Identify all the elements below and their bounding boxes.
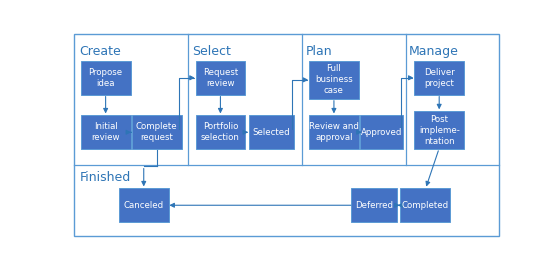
FancyBboxPatch shape bbox=[119, 188, 169, 222]
Text: Review and
approval: Review and approval bbox=[309, 122, 359, 142]
Text: Propose
idea: Propose idea bbox=[88, 68, 122, 88]
FancyBboxPatch shape bbox=[80, 115, 130, 149]
Text: Deferred: Deferred bbox=[355, 201, 393, 210]
FancyBboxPatch shape bbox=[80, 61, 130, 95]
FancyBboxPatch shape bbox=[400, 188, 450, 222]
Text: Complete
request: Complete request bbox=[136, 122, 178, 142]
FancyBboxPatch shape bbox=[196, 115, 245, 149]
Text: Create: Create bbox=[79, 45, 121, 58]
Text: Finished: Finished bbox=[79, 171, 131, 184]
FancyBboxPatch shape bbox=[352, 188, 397, 222]
Text: Full
business
case: Full business case bbox=[315, 64, 353, 95]
Text: Plan: Plan bbox=[306, 45, 333, 58]
FancyBboxPatch shape bbox=[249, 115, 294, 149]
FancyBboxPatch shape bbox=[359, 115, 403, 149]
Text: Select: Select bbox=[192, 45, 231, 58]
FancyBboxPatch shape bbox=[196, 61, 245, 95]
Text: Selected: Selected bbox=[253, 128, 290, 137]
Text: Approved: Approved bbox=[361, 128, 402, 137]
FancyBboxPatch shape bbox=[414, 111, 464, 149]
Text: Completed: Completed bbox=[402, 201, 449, 210]
Text: Post
impleme-
ntation: Post impleme- ntation bbox=[419, 115, 459, 146]
FancyBboxPatch shape bbox=[309, 115, 359, 149]
Text: Deliver
project: Deliver project bbox=[424, 68, 454, 88]
Text: Initial
review: Initial review bbox=[91, 122, 120, 142]
Text: Portfolio
selection: Portfolio selection bbox=[201, 122, 240, 142]
FancyBboxPatch shape bbox=[132, 115, 182, 149]
Text: Request
review: Request review bbox=[203, 68, 238, 88]
FancyBboxPatch shape bbox=[414, 61, 464, 95]
Text: Manage: Manage bbox=[409, 45, 458, 58]
FancyBboxPatch shape bbox=[309, 61, 359, 99]
Text: Canceled: Canceled bbox=[124, 201, 164, 210]
